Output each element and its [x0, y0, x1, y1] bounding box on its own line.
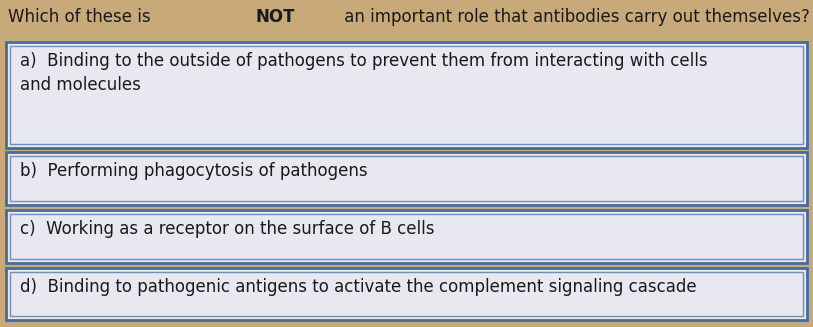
FancyBboxPatch shape: [6, 42, 807, 148]
Text: d)  Binding to pathogenic antigens to activate the complement signaling cascade: d) Binding to pathogenic antigens to act…: [20, 278, 697, 296]
FancyBboxPatch shape: [6, 268, 807, 320]
Text: NOT: NOT: [256, 8, 295, 26]
FancyBboxPatch shape: [6, 152, 807, 205]
Text: a)  Binding to the outside of pathogens to prevent them from interacting with ce: a) Binding to the outside of pathogens t…: [20, 52, 707, 94]
FancyBboxPatch shape: [6, 210, 807, 263]
Text: b)  Performing phagocytosis of pathogens: b) Performing phagocytosis of pathogens: [20, 162, 367, 180]
Text: an important role that antibodies carry out themselves?: an important role that antibodies carry …: [339, 8, 811, 26]
Text: c)  Working as a receptor on the surface of B cells: c) Working as a receptor on the surface …: [20, 220, 434, 238]
Text: Which of these is: Which of these is: [8, 8, 156, 26]
